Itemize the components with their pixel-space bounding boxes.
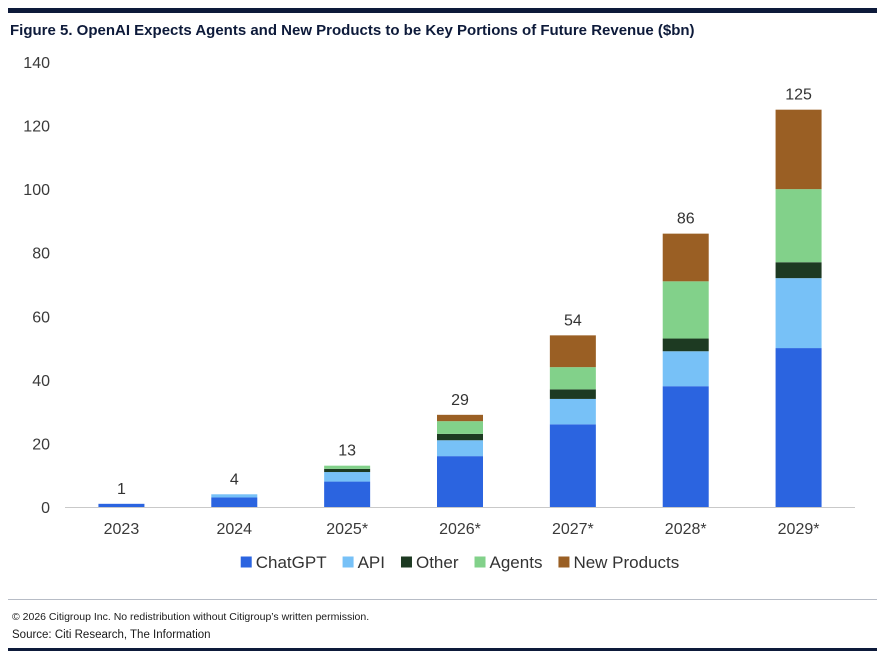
legend-swatch-agents bbox=[474, 556, 486, 568]
bar-api-2029 bbox=[775, 278, 822, 349]
bars bbox=[98, 109, 822, 507]
y-tick-label: 140 bbox=[23, 55, 50, 72]
bar-agents-2027 bbox=[549, 367, 596, 390]
bar-chatgpt-2023 bbox=[98, 503, 145, 507]
bar-chatgpt-2024 bbox=[211, 497, 258, 507]
bar-agents-2028 bbox=[662, 281, 709, 339]
bar-api-2028 bbox=[662, 351, 709, 387]
legend-swatch-chatgpt bbox=[240, 556, 252, 568]
y-tick-label: 20 bbox=[32, 436, 50, 453]
bar-chatgpt-2025 bbox=[324, 481, 371, 507]
x-tick-label: 2029* bbox=[778, 521, 820, 538]
legend-swatch-new-products bbox=[558, 556, 570, 568]
legend-swatch-other bbox=[400, 556, 412, 568]
legend-label-other: Other bbox=[416, 553, 459, 572]
legend-label-agents: Agents bbox=[490, 553, 543, 572]
bar-other-2026 bbox=[437, 433, 483, 441]
copyright-note: © 2026 Citigroup Inc. No redistribution … bbox=[12, 611, 370, 623]
bottom-rule bbox=[8, 599, 877, 600]
bar-other-2025 bbox=[324, 468, 371, 473]
figure-title: Figure 5. OpenAI Expects Agents and New … bbox=[10, 22, 695, 39]
y-axis: 0 20 40 60 80 100 120 140 bbox=[23, 55, 50, 517]
bar-api-2025 bbox=[324, 472, 371, 482]
bar-other-2028 bbox=[662, 338, 709, 352]
legend-label-new-products: New Products bbox=[573, 553, 679, 572]
y-tick-label: 120 bbox=[23, 119, 50, 136]
x-tick-label: 2027* bbox=[552, 521, 594, 538]
x-tick-label: 2024 bbox=[216, 521, 252, 538]
bar-api-2024 bbox=[211, 494, 258, 498]
x-axis: 2023 2024 2025* 2026* 2027* 2028* 2029* bbox=[104, 521, 820, 538]
legend-label-chatgpt: ChatGPT bbox=[256, 553, 327, 572]
bar-other-2029 bbox=[775, 262, 822, 279]
total-label: 29 bbox=[451, 392, 469, 409]
total-label: 4 bbox=[230, 471, 239, 488]
total-label: 13 bbox=[338, 443, 356, 460]
total-labels: 1 4 13 29 54 86 125 bbox=[117, 87, 812, 498]
x-tick-label: 2026* bbox=[439, 521, 481, 538]
y-tick-label: 60 bbox=[32, 309, 50, 326]
bar-chatgpt-2026 bbox=[437, 456, 483, 507]
y-tick-label: 100 bbox=[23, 182, 50, 199]
source-note: Source: Citi Research, The Information bbox=[12, 629, 211, 641]
bar-chatgpt-2027 bbox=[549, 424, 596, 507]
bar-chatgpt-2029 bbox=[775, 348, 822, 507]
total-label: 1 bbox=[117, 481, 126, 498]
bar-new-products-2027 bbox=[549, 335, 596, 368]
y-tick-label: 0 bbox=[41, 500, 50, 517]
bar-agents-2025 bbox=[324, 465, 371, 469]
x-tick-label: 2025* bbox=[326, 521, 368, 538]
end-rule bbox=[8, 648, 877, 651]
total-label: 54 bbox=[564, 312, 582, 329]
bar-new-products-2026 bbox=[437, 414, 483, 422]
top-rule bbox=[8, 8, 877, 13]
bar-api-2027 bbox=[549, 398, 596, 425]
legend: ChatGPT API Other Agents New Products bbox=[240, 553, 679, 572]
y-tick-label: 40 bbox=[32, 373, 50, 390]
total-label: 86 bbox=[677, 211, 695, 228]
bar-agents-2026 bbox=[437, 421, 483, 434]
bar-agents-2029 bbox=[775, 189, 822, 263]
x-tick-label: 2028* bbox=[665, 521, 707, 538]
total-label: 125 bbox=[785, 87, 812, 104]
bar-other-2027 bbox=[549, 389, 596, 399]
legend-swatch-api bbox=[342, 556, 354, 568]
bar-chatgpt-2028 bbox=[662, 386, 709, 507]
bar-new-products-2029 bbox=[775, 109, 822, 190]
legend-label-api: API bbox=[358, 553, 385, 572]
bar-api-2026 bbox=[437, 440, 483, 457]
y-tick-label: 80 bbox=[32, 246, 50, 263]
bar-new-products-2028 bbox=[662, 233, 709, 282]
x-tick-label: 2023 bbox=[104, 521, 140, 538]
